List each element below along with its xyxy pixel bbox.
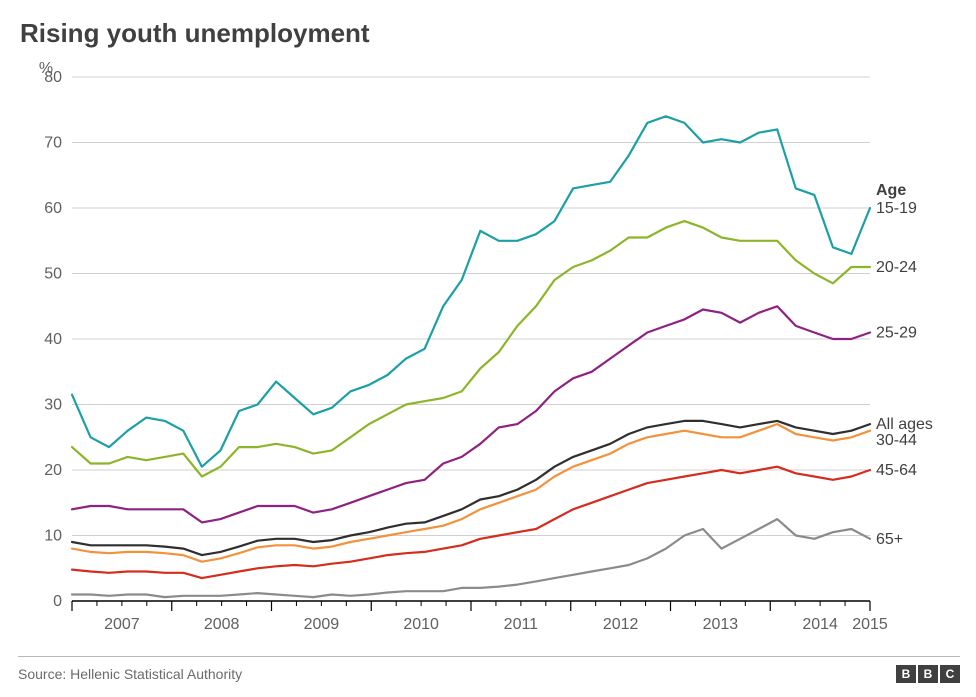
line-chart-svg: 01020304050607080%2007200820092010201120… <box>18 55 958 639</box>
series-label: 65+ <box>876 531 903 548</box>
series-label: All ages <box>876 416 933 433</box>
series-line <box>72 116 870 466</box>
bbc-logo-letter: C <box>940 665 960 683</box>
svg-text:2012: 2012 <box>603 616 639 633</box>
svg-text:%: % <box>39 60 53 77</box>
chart-container: Rising youth unemployment 0 10 20 30 40 50 60 7… <box>0 0 976 697</box>
svg-text:0: 0 <box>53 593 62 610</box>
svg-text:10: 10 <box>44 528 62 545</box>
series-label: 15-19 <box>876 200 917 217</box>
series-line <box>72 421 870 555</box>
source-text: Source: Hellenic Statistical Authority <box>18 666 242 682</box>
plot-area: 01020304050607080%2007200820092010201120… <box>18 55 958 635</box>
chart-title: Rising youth unemployment <box>20 18 960 49</box>
series-line <box>72 221 870 476</box>
svg-text:2013: 2013 <box>703 616 739 633</box>
chart-footer: Source: Hellenic Statistical Authority B… <box>18 656 960 683</box>
series-label: 45-64 <box>876 462 917 479</box>
bbc-logo-letter: B <box>896 665 916 683</box>
svg-text:2008: 2008 <box>204 616 240 633</box>
svg-text:30: 30 <box>44 397 62 414</box>
svg-text:40: 40 <box>44 331 62 348</box>
svg-text:20: 20 <box>44 462 62 479</box>
svg-text:2014: 2014 <box>802 616 838 633</box>
series-label: 20-24 <box>876 259 917 276</box>
svg-text:70: 70 <box>44 135 62 152</box>
svg-text:50: 50 <box>44 266 62 283</box>
bbc-logo: B B C <box>896 665 960 683</box>
svg-text:2010: 2010 <box>403 616 439 633</box>
svg-text:2011: 2011 <box>504 616 539 633</box>
bbc-logo-letter: B <box>918 665 938 683</box>
series-header: Age <box>876 182 906 199</box>
series-label: 25-29 <box>876 324 917 341</box>
series-line <box>72 467 870 578</box>
svg-text:2009: 2009 <box>304 616 340 633</box>
svg-text:60: 60 <box>44 200 62 217</box>
series-label: 30-44 <box>876 432 917 449</box>
svg-text:2007: 2007 <box>104 616 140 633</box>
svg-text:2015: 2015 <box>852 616 888 633</box>
